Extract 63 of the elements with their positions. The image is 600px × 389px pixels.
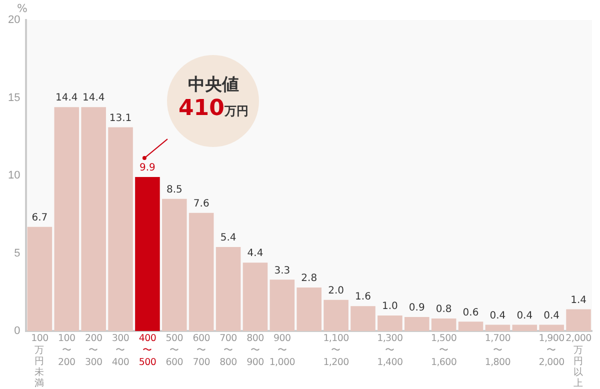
x-tick-label: 900 〜 1,000 (268, 333, 296, 369)
bar (216, 247, 241, 331)
bar (431, 318, 456, 331)
x-tick-label: 2,000 万円以上 (566, 333, 592, 389)
data-label: 2.8 (301, 273, 318, 284)
x-tick-label: 100 万円未満 (30, 333, 50, 389)
x-tick-label: 700 〜 800 (218, 333, 238, 369)
bar (27, 226, 52, 331)
data-label: 4.4 (247, 248, 264, 260)
bar (485, 324, 510, 331)
data-label: 14.4 (82, 92, 105, 104)
bar (350, 306, 376, 331)
bar (378, 315, 402, 331)
y-tick-label: 5 (14, 247, 20, 260)
data-label: 13.1 (109, 112, 132, 124)
x-tick-label: 600 〜 700 (192, 333, 211, 369)
data-label: 0.4 (516, 310, 533, 322)
data-label: 6.7 (32, 212, 48, 224)
data-label: 0.9 (408, 302, 425, 314)
bar (108, 127, 133, 331)
bar (324, 300, 348, 331)
x-tick-label: 1,700 〜 1,800 (484, 333, 512, 369)
x-tick-label: 500 〜 600 (164, 333, 184, 369)
bar (458, 322, 484, 331)
bar (162, 198, 187, 331)
x-tick-label: 200 〜 300 (84, 333, 104, 369)
bar (270, 280, 295, 331)
y-tick-label: 15 (8, 92, 20, 104)
data-label: 0.8 (436, 304, 452, 316)
bar (404, 317, 430, 331)
data-label: 7.6 (193, 198, 210, 210)
y-tick-label: 0 (14, 325, 20, 338)
x-tick-label: 100 〜 200 (57, 333, 76, 369)
data-label: 1.0 (382, 301, 398, 312)
bar (566, 309, 591, 331)
data-label: 0.4 (490, 310, 506, 322)
data-label: 0.4 (544, 310, 560, 322)
data-label: 3.3 (274, 265, 290, 276)
data-label: 1.6 (355, 292, 371, 303)
x-tick-label: 300 〜 400 (110, 333, 130, 369)
data-label: 1.4 (570, 294, 586, 306)
x-tick-label: 1,100 〜 1,200 (322, 333, 350, 369)
y-tick-label: 10 (8, 170, 20, 182)
bar (539, 324, 564, 331)
annotation: 中央値 410万円 (178, 74, 250, 122)
data-label: 0.6 (462, 307, 479, 318)
bar (81, 107, 106, 331)
data-label: 8.5 (166, 184, 182, 196)
x-tick-label: 1,500 〜 1,600 (430, 333, 458, 369)
bar (135, 177, 160, 331)
y-tick-label: 20 (8, 14, 20, 26)
data-label: 5.4 (220, 232, 236, 244)
bar (54, 107, 80, 331)
x-tick-label: 1,300 〜 1,400 (376, 333, 404, 369)
data-label: 9.9 (140, 162, 156, 174)
data-label: 2.0 (328, 285, 344, 296)
data-label: 14.4 (56, 92, 78, 104)
x-tick-label: 400 〜 500 (138, 333, 158, 369)
y-axis-title: % (17, 2, 28, 15)
bar (242, 262, 268, 331)
bar (512, 324, 538, 331)
bar (188, 212, 214, 331)
bar (296, 287, 322, 331)
